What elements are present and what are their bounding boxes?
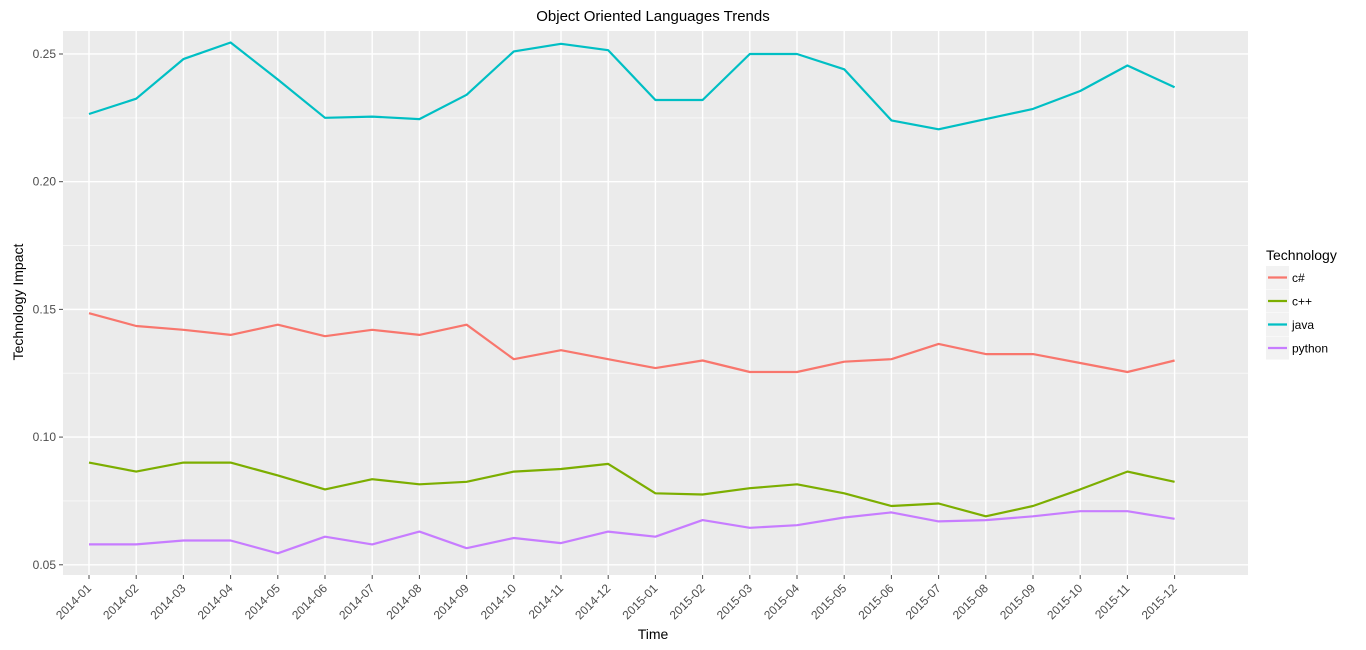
x-axis: 2014-01 2014-02 2014-03 2014-04 2014-05 2014-… xyxy=(53,575,1180,622)
x-tick-label: 2014-11 xyxy=(526,581,567,622)
x-tick-label: 2015-07 xyxy=(903,581,944,622)
y-axis-label: Technology Impact xyxy=(10,244,26,361)
legend-label-c#: c# xyxy=(1292,271,1305,285)
series-line-java xyxy=(88,41,1176,131)
x-tick-label: 2015-11 xyxy=(1092,581,1133,622)
y-axis: 0.05 0.10 0.15 0.20 0.25 xyxy=(33,47,63,572)
x-tick-label: 2014-01 xyxy=(53,581,94,622)
x-tick-label: 2014-05 xyxy=(242,581,283,622)
series-lines xyxy=(88,41,1176,555)
x-tick-label: 2015-02 xyxy=(667,581,708,622)
x-tick-label: 2014-07 xyxy=(336,581,377,622)
x-tick-label: 2015-01 xyxy=(619,581,660,622)
legend-label-c++: c++ xyxy=(1292,295,1312,309)
legend-label-java: java xyxy=(1291,318,1314,332)
y-tick-label: 0.05 xyxy=(33,558,57,572)
major-gridlines xyxy=(63,31,1248,575)
x-tick-label: 2014-09 xyxy=(431,581,472,622)
x-tick-label: 2015-04 xyxy=(761,581,802,622)
y-tick-label: 0.25 xyxy=(33,47,57,61)
x-tick-label: 2015-08 xyxy=(950,581,991,622)
x-tick-label: 2014-12 xyxy=(572,581,613,622)
x-tick-label: 2015-03 xyxy=(714,581,755,622)
x-tick-label: 2014-04 xyxy=(195,581,236,622)
x-tick-label: 2014-06 xyxy=(289,581,330,622)
series-line-c# xyxy=(88,312,1175,374)
x-tick-label: 2015-10 xyxy=(1044,581,1085,622)
x-axis-label: Time xyxy=(638,626,669,642)
x-tick-label: 2015-05 xyxy=(808,581,849,622)
x-tick-label: 2014-08 xyxy=(383,581,424,622)
y-tick-label: 0.20 xyxy=(33,175,57,189)
x-tick-label: 2014-10 xyxy=(478,581,519,622)
x-tick-label: 2014-03 xyxy=(147,581,188,622)
y-tick-label: 0.15 xyxy=(33,302,57,316)
legend-label-python: python xyxy=(1292,342,1328,356)
series-line-c++ xyxy=(88,461,1175,518)
x-tick-label: 2015-12 xyxy=(1139,581,1180,622)
chart-title: Object Oriented Languages Trends xyxy=(536,8,769,25)
x-tick-label: 2015-09 xyxy=(997,581,1038,622)
legend-title: Technology xyxy=(1266,247,1337,263)
y-tick-label: 0.10 xyxy=(33,430,57,444)
x-tick-label: 2015-06 xyxy=(855,581,896,622)
series-line-python xyxy=(89,510,1175,555)
x-tick-label: 2014-02 xyxy=(100,581,141,622)
legend: Technology c# c++ java python xyxy=(1266,247,1337,360)
